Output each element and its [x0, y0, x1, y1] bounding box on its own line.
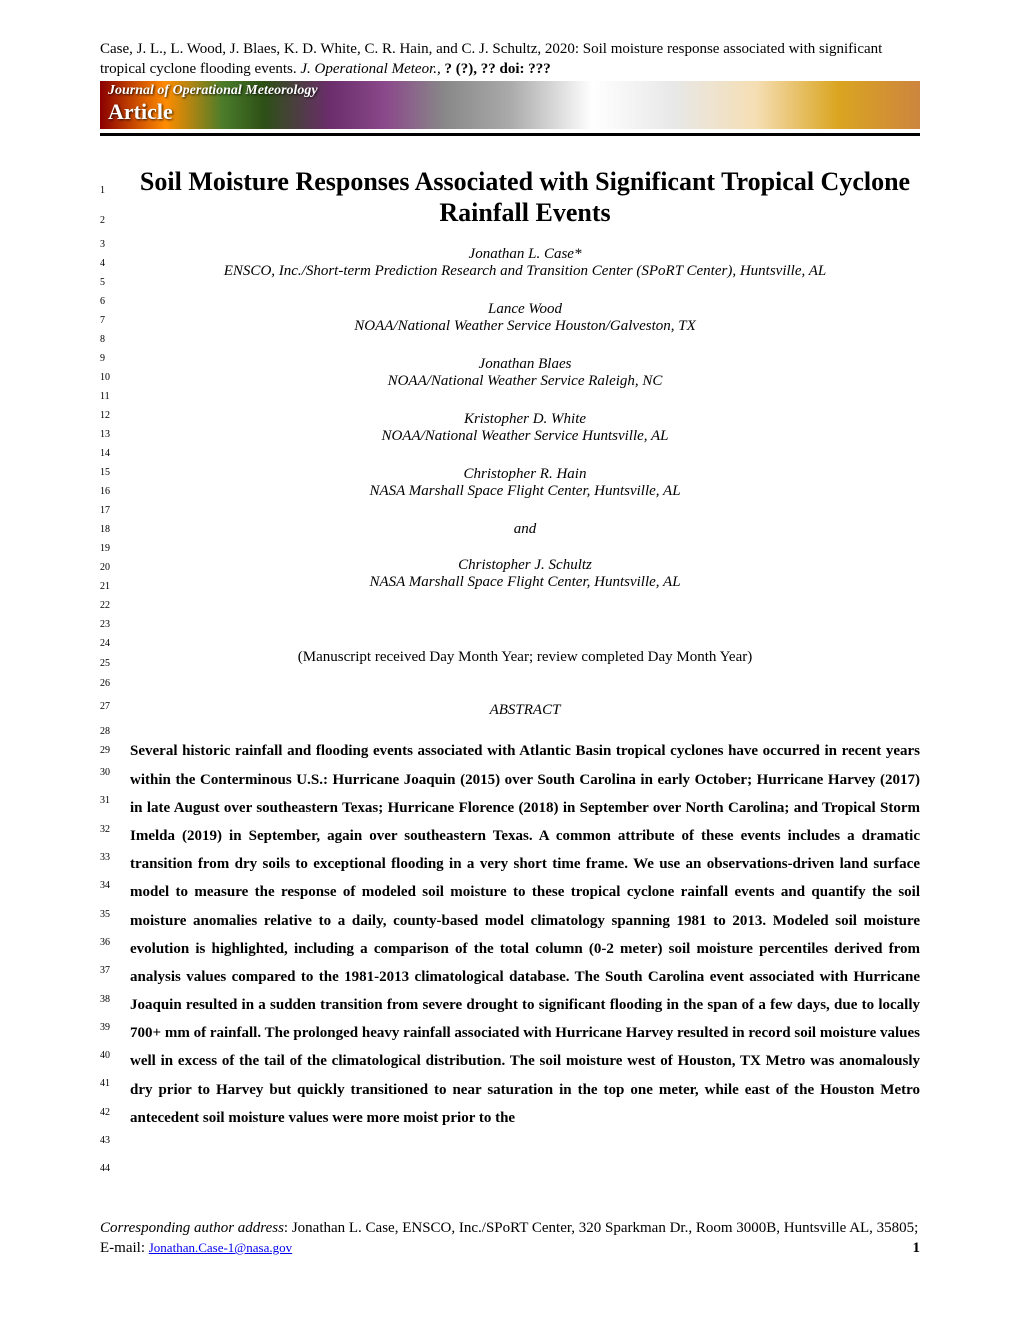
footer-label: Corresponding author address [100, 1220, 284, 1236]
line-number: 41 [100, 1070, 130, 1098]
author-name: Lance Wood [130, 301, 920, 318]
author-section: Lance WoodNOAA/National Weather Service … [130, 301, 920, 335]
line-number: 19 [100, 539, 130, 558]
citation-journal: J. Operational Meteor., [300, 61, 440, 77]
and-conjunction: and [130, 521, 920, 538]
line-numbers-column: 1234567891011121314151617181920212223242… [100, 166, 130, 1183]
line-number: 7 [100, 311, 130, 330]
page-number: 1 [913, 1239, 921, 1259]
line-number: 18 [100, 520, 130, 539]
author-section: Kristopher D. WhiteNOAA/National Weather… [130, 411, 920, 445]
line-number: 20 [100, 558, 130, 577]
line-number: 31 [100, 787, 130, 815]
line-number: 16 [100, 482, 130, 501]
line-number: 25 [100, 653, 130, 675]
author-affiliation: NOAA/National Weather Service Houston/Ga… [130, 318, 920, 335]
author-affiliation: NOAA/National Weather Service Huntsville… [130, 428, 920, 445]
horizontal-divider [100, 133, 920, 136]
line-number: 33 [100, 844, 130, 872]
line-number: 37 [100, 957, 130, 985]
journal-banner: Journal of Operational Meteorology Artic… [100, 81, 920, 129]
corresponding-author-footer: Corresponding author address: Jonathan L… [100, 1219, 920, 1258]
author-name: Jonathan Blaes [130, 356, 920, 373]
line-number: 34 [100, 872, 130, 900]
line-number: 6 [100, 292, 130, 311]
line-number: 43 [100, 1127, 130, 1155]
citation-details: ? (?), ?? doi: ??? [445, 61, 551, 77]
line-number: 4 [100, 254, 130, 273]
line-number: 30 [100, 759, 130, 787]
line-number: 3 [100, 236, 130, 254]
last-author-affiliation: NASA Marshall Space Flight Center, Hunts… [130, 574, 920, 591]
line-number: 26 [100, 675, 130, 693]
line-number: 14 [100, 444, 130, 463]
author-name: Christopher R. Hain [130, 466, 920, 483]
line-number: 27 [100, 693, 130, 721]
line-number: 39 [100, 1014, 130, 1042]
line-number: 23 [100, 615, 130, 634]
line-number: 32 [100, 816, 130, 844]
line-number: 28 [100, 721, 130, 743]
banner-journal-name: Journal of Operational Meteorology [108, 83, 318, 99]
line-number: 5 [100, 273, 130, 292]
author-section: Christopher R. HainNASA Marshall Space F… [130, 466, 920, 500]
author-section: Jonathan BlaesNOAA/National Weather Serv… [130, 356, 920, 390]
abstract-body: Several historic rainfall and flooding e… [130, 737, 920, 1132]
author-affiliation: ENSCO, Inc./Short-term Prediction Resear… [130, 263, 920, 280]
line-number: 15 [100, 463, 130, 482]
line-number: 11 [100, 387, 130, 406]
author-name: Jonathan L. Case* [130, 246, 920, 263]
author-affiliation: NOAA/National Weather Service Raleigh, N… [130, 373, 920, 390]
line-number: 17 [100, 501, 130, 520]
line-number: 9 [100, 349, 130, 368]
line-number: 44 [100, 1155, 130, 1183]
line-number: 22 [100, 596, 130, 615]
line-number: 13 [100, 425, 130, 444]
article-title: Soil Moisture Responses Associated with … [130, 166, 920, 228]
banner-article-type: Article [108, 99, 173, 125]
line-number: 36 [100, 929, 130, 957]
content-area: 1234567891011121314151617181920212223242… [100, 166, 920, 1183]
author-section: Jonathan L. Case*ENSCO, Inc./Short-term … [130, 246, 920, 280]
line-number: 35 [100, 900, 130, 928]
last-author-section: Christopher J. Schultz NASA Marshall Spa… [130, 557, 920, 591]
line-number: 24 [100, 634, 130, 653]
author-email-link[interactable]: Jonathan.Case-1@nasa.gov [149, 1240, 292, 1255]
line-number: 38 [100, 985, 130, 1013]
line-number: 40 [100, 1042, 130, 1070]
line-number: 10 [100, 368, 130, 387]
line-number: 12 [100, 406, 130, 425]
line-number: 29 [100, 743, 130, 759]
last-author-name: Christopher J. Schultz [130, 557, 920, 574]
line-number: 42 [100, 1099, 130, 1127]
manuscript-dates: (Manuscript received Day Month Year; rev… [130, 649, 920, 666]
line-number: 1 [100, 176, 130, 206]
line-number: 8 [100, 330, 130, 349]
citation-header: Case, J. L., L. Wood, J. Blaes, K. D. Wh… [100, 40, 920, 79]
abstract-heading: ABSTRACT [130, 702, 920, 719]
main-content: Soil Moisture Responses Associated with … [130, 166, 920, 1183]
line-number: 2 [100, 206, 130, 236]
author-name: Kristopher D. White [130, 411, 920, 428]
line-number: 21 [100, 577, 130, 596]
author-affiliation: NASA Marshall Space Flight Center, Hunts… [130, 483, 920, 500]
